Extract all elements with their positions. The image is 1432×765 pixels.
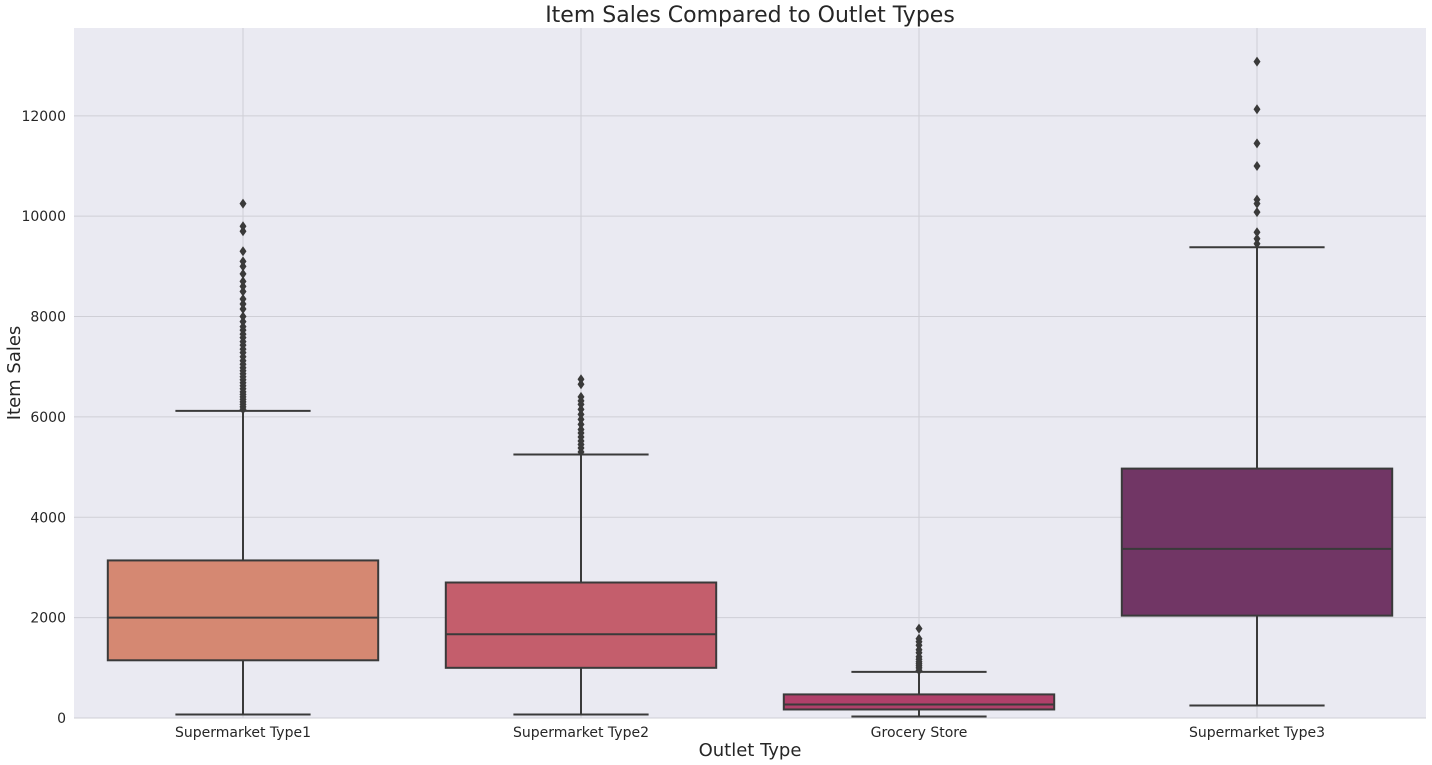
y-tick-label: 8000 <box>30 310 66 326</box>
outlier-point <box>577 379 585 390</box>
iqr-box <box>106 559 380 662</box>
y-tick-label: 10000 <box>21 209 66 225</box>
outlier-point <box>577 419 585 430</box>
outlier-point <box>1253 194 1261 205</box>
outlier-point <box>239 321 247 332</box>
outlier-point <box>239 246 247 257</box>
outlier-point <box>1253 161 1261 171</box>
x-tick-label: Supermarket Type1 <box>175 725 311 741</box>
outlier-point <box>239 286 247 297</box>
x-tick-label: Supermarket Type3 <box>1189 725 1325 741</box>
outlier-point <box>239 299 247 309</box>
y-tick-label: 6000 <box>30 410 66 426</box>
outlier-point <box>1253 104 1261 115</box>
outlier-point <box>239 304 247 315</box>
box-group <box>106 198 380 716</box>
outlier-point <box>239 276 247 287</box>
y-tick-label: 0 <box>57 711 66 727</box>
outlier-point <box>239 261 247 272</box>
outlier-point <box>239 226 247 237</box>
iqr-box <box>782 693 1056 711</box>
outlier-point <box>577 424 585 435</box>
outlier-point <box>577 374 585 385</box>
outlier-point <box>239 221 247 232</box>
x-axis-label: Outlet Type <box>699 740 802 761</box>
outlier-point <box>577 391 585 402</box>
x-tick-label: Grocery Store <box>871 725 968 741</box>
outlier-point <box>239 198 247 209</box>
x-axis-ticks: Supermarket Type1 Supermarket Type2 Grocer… <box>175 725 1325 741</box>
outlier-point <box>1253 138 1261 149</box>
iqr-box <box>444 581 718 669</box>
outlier-point <box>239 256 247 267</box>
outlier-point <box>577 404 585 415</box>
box-series <box>106 56 1394 718</box>
iqr-box <box>1120 467 1394 617</box>
outlier-point <box>1253 207 1261 218</box>
outlier-point <box>239 268 247 279</box>
outlier-point <box>1253 227 1261 238</box>
y-tick-label: 2000 <box>30 611 66 627</box>
outlier-point <box>915 623 923 634</box>
outlier-point <box>239 311 247 322</box>
x-tick-label: Supermarket Type2 <box>513 725 649 741</box>
outlier-point <box>239 281 247 292</box>
box-group <box>1120 56 1394 707</box>
y-tick-label: 12000 <box>21 109 66 125</box>
outlier-point <box>1253 238 1261 249</box>
y-tick-label: 4000 <box>30 510 66 526</box>
outlier-point <box>239 293 247 304</box>
outlier-point <box>915 633 923 644</box>
box-group <box>782 623 1056 718</box>
chart-title: Item Sales Compared to Outlet Types <box>545 3 955 28</box>
y-axis-ticks: 0 2000 4000 6000 8000 10000 12000 <box>21 109 66 727</box>
y-axis-label: Item Sales <box>4 326 25 421</box>
outlier-point <box>577 414 585 425</box>
outlier-point <box>1253 56 1261 67</box>
outlier-point <box>577 409 585 420</box>
outlier-point <box>1253 233 1261 244</box>
box-group <box>444 374 718 716</box>
outlier-point <box>239 316 247 327</box>
